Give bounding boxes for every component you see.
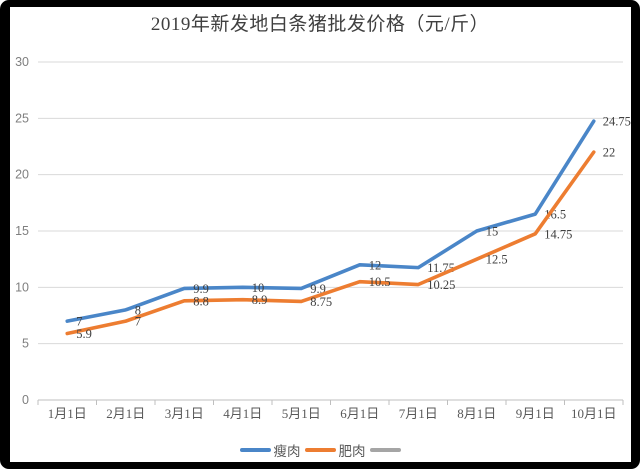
chart-legend: 瘦肉 肥肉 — [0, 440, 640, 460]
y-axis-tick-label: 10 — [15, 280, 29, 294]
legend-item-肥肉: 肥肉 — [304, 440, 366, 460]
x-axis-category-label: 9月1日 — [516, 406, 555, 421]
chart-title: 2019年新发地白条猪批发价格（元/斤） — [150, 14, 490, 35]
data-label: 7 — [76, 315, 82, 329]
legend-line-swatch — [239, 448, 271, 452]
data-label: 8 — [135, 303, 141, 317]
data-label: 5.9 — [76, 327, 92, 341]
x-axis-category-label: 1月1日 — [48, 406, 87, 421]
x-axis-category-label: 2月1日 — [106, 406, 145, 421]
legend-label: 瘦肉 — [273, 444, 301, 459]
y-axis-tick-label: 30 — [15, 55, 29, 69]
data-label: 22 — [603, 146, 616, 160]
y-axis-tick-label: 0 — [22, 393, 29, 407]
data-label: 8.75 — [310, 295, 332, 309]
data-label: 10 — [252, 281, 265, 295]
x-axis-category-label: 3月1日 — [165, 406, 204, 421]
series-line-肥肉 — [65, 150, 596, 336]
legend-line-swatch — [304, 448, 336, 452]
y-axis-tick-label: 25 — [15, 111, 29, 125]
data-label: 7 — [135, 315, 141, 329]
x-axis-category-label: 5月1日 — [282, 406, 321, 421]
legend-item-瘦肉: 瘦肉 — [239, 440, 301, 460]
data-label: 15 — [486, 225, 499, 239]
x-axis-category-label: 4月1日 — [223, 406, 262, 421]
data-label: 24.75 — [603, 115, 631, 129]
x-axis-category-label: 6月1日 — [340, 406, 379, 421]
data-label: 14.75 — [544, 227, 572, 241]
data-label: 12 — [369, 258, 382, 272]
data-label: 12.5 — [486, 253, 508, 267]
series-line-瘦肉 — [65, 119, 596, 323]
legend-item-unnamed — [369, 448, 401, 452]
data-label: 8.9 — [252, 293, 268, 307]
x-axis-category-label: 7月1日 — [399, 406, 438, 421]
legend-label: 肥肉 — [338, 444, 366, 459]
data-label: 9.9 — [310, 282, 326, 296]
y-axis-tick-label: 20 — [15, 168, 29, 182]
y-axis-tick-label: 5 — [22, 337, 29, 351]
y-axis-tick-label: 15 — [15, 224, 29, 238]
data-label: 10.25 — [427, 278, 455, 292]
data-label: 9.9 — [193, 282, 209, 296]
x-axis-category-label: 8月1日 — [457, 406, 496, 421]
legend-line-swatch — [369, 448, 401, 452]
x-axis-category-label: 10月1日 — [571, 406, 617, 421]
data-label: 8.8 — [193, 294, 209, 308]
data-label: 10.5 — [369, 275, 391, 289]
